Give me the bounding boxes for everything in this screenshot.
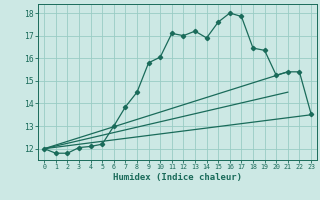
X-axis label: Humidex (Indice chaleur): Humidex (Indice chaleur) (113, 173, 242, 182)
